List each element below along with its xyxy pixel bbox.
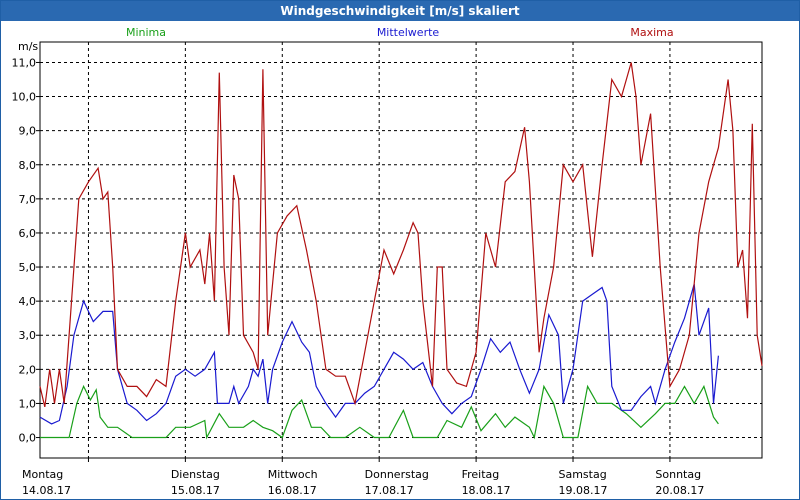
y-tick-label: 11,0 [12, 56, 37, 69]
x-date-label: 14.08.17 [22, 484, 71, 497]
x-date-label: 17.08.17 [365, 484, 414, 497]
legend-mittelwerte: Mittelwerte [377, 26, 440, 39]
plot-frame [39, 41, 763, 459]
series-line-maxima [39, 62, 763, 408]
y-tick-label: 2,0 [19, 363, 37, 376]
x-day-label: Donnerstag [365, 468, 429, 481]
y-tick-label: 8,0 [19, 159, 37, 172]
x-day-label: Mittwoch [268, 468, 318, 481]
y-tick-label: 3,0 [19, 329, 37, 342]
x-day-label: Freitag [462, 468, 500, 481]
y-tick-label: 7,0 [19, 193, 37, 206]
y-tick-label: 5,0 [19, 261, 37, 274]
window-title: Windgeschwindigkeit [m/s] skaliert [1, 1, 799, 21]
x-date-label: 15.08.17 [171, 484, 220, 497]
y-tick-label: 1,0 [19, 397, 37, 410]
series-line-mittelwerte [39, 283, 719, 425]
x-day-label: Dienstag [171, 468, 220, 481]
x-date-label: 16.08.17 [268, 484, 317, 497]
legend-minima: Minima [126, 26, 166, 39]
x-date-label: 19.08.17 [558, 484, 607, 497]
y-axis-label: m/s [18, 40, 38, 53]
y-tick-label: 10,0 [12, 91, 37, 104]
x-day-label: Samstag [558, 468, 606, 481]
y-tick-label: 0,0 [19, 432, 37, 445]
y-tick-label: 9,0 [19, 125, 37, 138]
x-day-label: Sonntag [655, 468, 701, 481]
y-tick-label: 4,0 [19, 295, 37, 308]
y-tick-label: 6,0 [19, 227, 37, 240]
x-date-label: 18.08.17 [462, 484, 511, 497]
x-day-label: Montag [22, 468, 63, 481]
x-date-label: 20.08.17 [655, 484, 704, 497]
legend-maxima: Maxima [630, 26, 673, 39]
series-line-minima [40, 384, 719, 440]
